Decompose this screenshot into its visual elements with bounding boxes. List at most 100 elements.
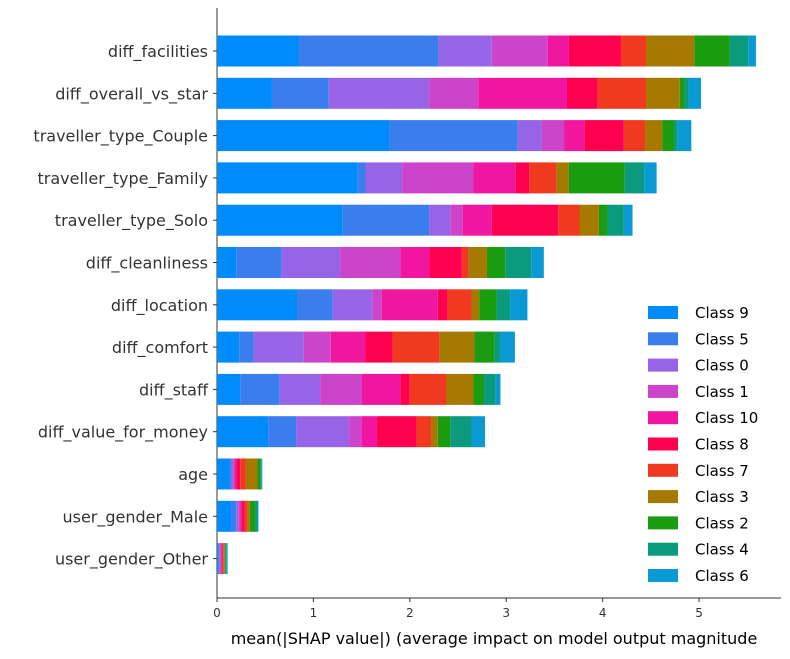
bar-segment-class-3-traveller-type-solo <box>579 204 599 236</box>
feature-label: diff_cleanliness <box>86 254 208 274</box>
bar-segment-class-7-diff-facilities <box>620 35 647 67</box>
legend-label: Class 4 <box>695 541 749 559</box>
bar-segment-class-2-traveller-type-family <box>568 162 625 194</box>
bar-segment-class-3-diff-staff <box>446 373 474 405</box>
bar-segment-class-9-diff-cleanliness <box>217 247 237 278</box>
bar-segment-class-8-diff-facilities <box>568 35 621 67</box>
bar-segment-class-2-diff-staff <box>473 373 485 405</box>
legend-label: Class 2 <box>695 514 749 532</box>
bar-segment-class-5-diff-staff <box>240 373 280 405</box>
bar-segment-class-10-diff-value-for-money <box>361 416 378 448</box>
feature-label: traveller_type_Couple <box>33 127 208 147</box>
bar-segment-class-1-traveller-type-solo <box>450 204 463 236</box>
bar-segment-class-6-user-gender-other <box>226 543 228 575</box>
bar-segment-class-8-diff-cleanliness <box>429 247 462 278</box>
legend-label: Class 6 <box>695 567 749 585</box>
legend-label: Class 3 <box>695 488 749 506</box>
bar-segment-class-2-traveller-type-couple <box>662 120 674 152</box>
bar-segment-class-7-diff-location <box>447 289 472 321</box>
bar-segment-class-3-age <box>245 458 258 490</box>
bar-segment-class-6-traveller-type-couple <box>677 120 692 152</box>
bar-segment-class-7-diff-overall-vs-star <box>597 77 647 109</box>
bar-segment-class-5-user-gender-male <box>231 500 237 532</box>
bar-segment-class-3-diff-facilities <box>646 35 695 67</box>
bar-segment-class-9-diff-facilities <box>217 35 299 67</box>
bar-segment-class-9-age <box>217 458 230 490</box>
legend-label: Class 5 <box>695 330 749 348</box>
bar-segment-class-8-traveller-type-couple <box>584 120 624 152</box>
bar-segment-class-9-traveller-type-family <box>217 162 358 194</box>
bar-segment-class-4-diff-facilities <box>729 35 749 67</box>
bar-segment-class-1-diff-facilities <box>491 35 548 67</box>
bar-segment-class-2-traveller-type-solo <box>598 204 608 236</box>
bar-segment-class-0-diff-staff <box>279 373 321 405</box>
legend-label: Class 9 <box>695 304 749 322</box>
bar-segment-class-6-diff-staff <box>495 373 501 405</box>
bar-segment-class-8-user-gender-other <box>221 543 223 575</box>
bar-segment-class-4-diff-overall-vs-star <box>684 77 689 109</box>
bar-segment-class-2-diff-overall-vs-star <box>679 77 685 109</box>
bar-segment-class-7-traveller-type-couple <box>623 120 646 152</box>
bar-segment-class-5-diff-location <box>297 289 333 321</box>
bar-segment-class-10-diff-cleanliness <box>400 247 430 278</box>
x-axis-title: mean(|SHAP value|) (average impact on mo… <box>231 629 758 648</box>
bar-segment-class-3-diff-overall-vs-star <box>646 77 680 109</box>
bar-segment-class-4-diff-comfort <box>494 331 501 363</box>
feature-label: traveller_type_Solo <box>55 211 208 231</box>
bar-segment-class-0-age <box>231 458 234 490</box>
bar-segment-class-5-traveller-type-solo <box>342 204 430 236</box>
feature-label: diff_value_for_money <box>38 423 208 443</box>
x-tick-label: 4 <box>599 606 607 620</box>
bar-segment-class-2-user-gender-male <box>249 500 256 532</box>
bar-segment-class-0-diff-location <box>332 289 373 321</box>
bar-segment-class-9-diff-overall-vs-star <box>217 77 272 109</box>
bar-segment-class-1-diff-overall-vs-star <box>429 77 479 109</box>
feature-label: age <box>178 465 208 484</box>
bar-segment-class-9-traveller-type-solo <box>217 204 343 236</box>
bar-segment-class-10-user-gender-other <box>220 543 222 575</box>
x-tick-label: 1 <box>310 606 318 620</box>
bar-segment-class-2-diff-comfort <box>474 331 495 363</box>
bar-segment-class-1-traveller-type-family <box>402 162 474 194</box>
bar-segment-class-1-traveller-type-couple <box>541 120 565 152</box>
bar-segment-class-3-diff-value-for-money <box>431 416 438 448</box>
bar-segment-class-10-traveller-type-couple <box>564 120 585 152</box>
x-tick-label: 3 <box>502 606 510 620</box>
bar-segment-class-1-diff-location <box>372 289 382 321</box>
bar-segment-class-9-user-gender-other <box>217 543 218 575</box>
bar-segment-class-8-age <box>236 458 241 490</box>
feature-label: diff_location <box>111 296 208 316</box>
bar-segment-class-1-age <box>233 458 235 490</box>
bar-segment-class-0-user-gender-male <box>236 500 239 532</box>
bar-segment-class-7-traveller-type-solo <box>558 204 580 236</box>
bar-segment-class-10-age <box>234 458 237 490</box>
bar-segment-class-6-diff-value-for-money <box>471 416 486 448</box>
legend-swatch <box>648 306 678 319</box>
bar-segment-class-6-user-gender-male <box>257 500 259 532</box>
bar-segment-class-0-diff-facilities <box>438 35 492 67</box>
x-tick-label: 5 <box>695 606 703 620</box>
bar-segment-class-4-diff-cleanliness <box>505 247 532 278</box>
bar-segment-class-2-diff-facilities <box>694 35 730 67</box>
bar-segment-class-9-user-gender-male <box>217 500 232 532</box>
legend-swatch <box>648 411 678 425</box>
bar-segment-class-1-diff-cleanliness <box>340 247 401 278</box>
feature-label: diff_staff <box>139 380 209 400</box>
bar-segment-class-7-traveller-type-family <box>529 162 557 194</box>
bar-segment-class-1-diff-value-for-money <box>349 416 362 448</box>
bar-segment-class-7-diff-staff <box>409 373 447 405</box>
feature-label: user_gender_Male <box>62 507 208 527</box>
legend-swatch <box>648 569 678 582</box>
bar-segment-class-0-traveller-type-family <box>365 162 403 194</box>
bar-segment-class-2-diff-value-for-money <box>437 416 451 448</box>
bar-segment-class-10-diff-location <box>381 289 438 321</box>
bar-segment-class-3-user-gender-other <box>223 543 225 575</box>
bar-segment-class-9-traveller-type-couple <box>217 120 390 152</box>
bar-segment-class-5-age <box>229 458 232 490</box>
bar-segment-class-8-user-gender-male <box>242 500 244 532</box>
bar-segment-class-8-traveller-type-family <box>515 162 530 194</box>
bar-segment-class-3-user-gender-male <box>247 500 250 532</box>
bar-segment-class-9-diff-value-for-money <box>217 416 269 448</box>
bar-segment-class-7-diff-comfort <box>392 331 440 363</box>
